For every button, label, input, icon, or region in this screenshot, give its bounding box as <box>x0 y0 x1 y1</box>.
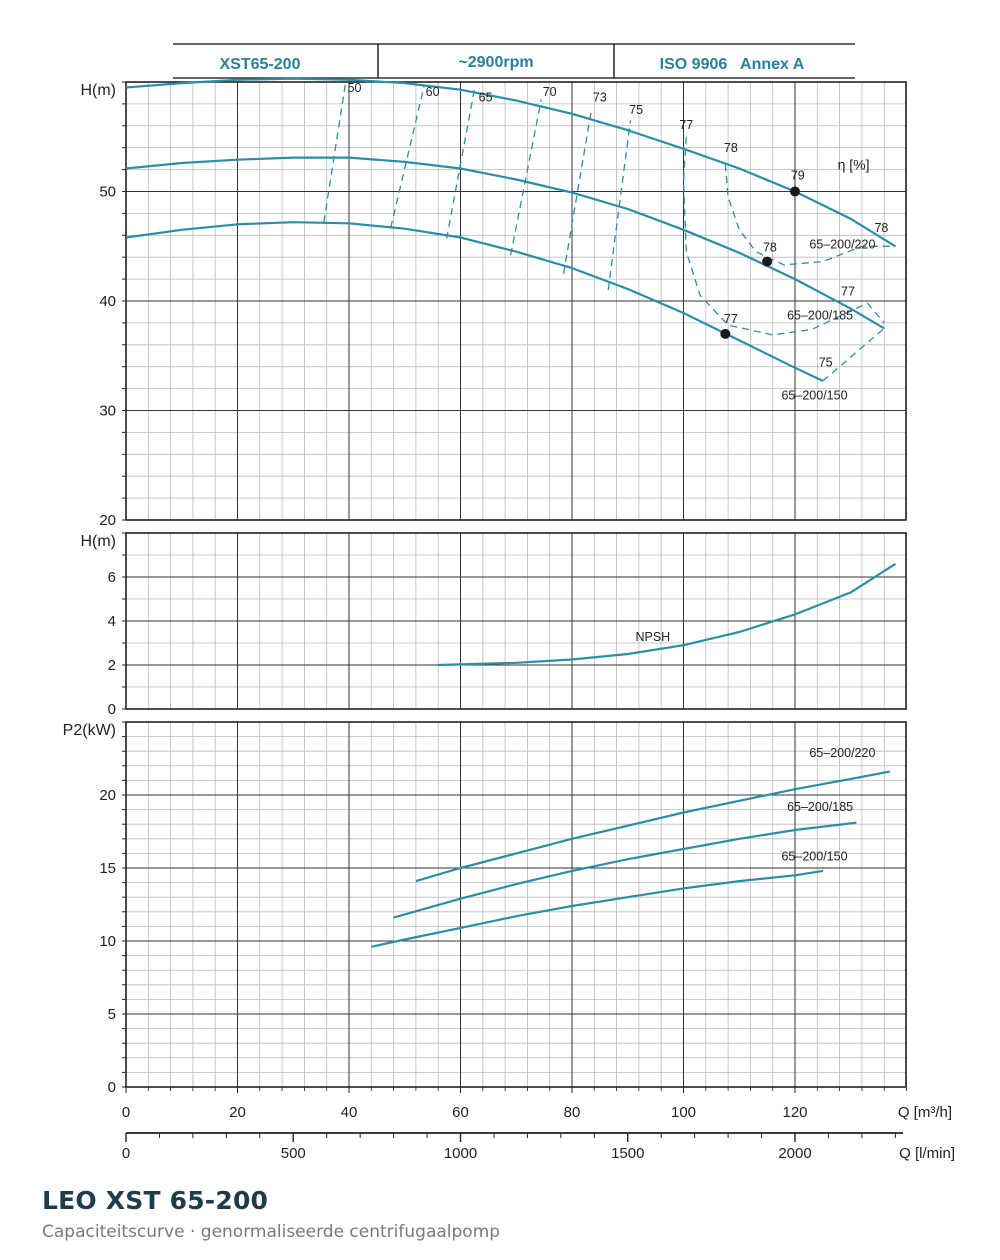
efficiency-label: 73 <box>593 91 607 105</box>
efficiency-label: 70 <box>543 85 557 99</box>
efficiency-unit-label: η [%] <box>838 157 870 173</box>
efficiency-label: 60 <box>426 85 440 99</box>
panel-head: 20 30 40 50 H(m) 50 60 65 70 73 75 77 78 79 78 78 77 77 75… <box>80 77 907 529</box>
y-tick-label: 0 <box>108 1079 116 1096</box>
x-axes: 0 20 40 60 80 100 120 Q [m³/h] 0 500 1000 1500 2000 Q… <box>122 1087 955 1162</box>
curve-power-65–200/185 <box>393 821 857 919</box>
efficiency-label: 78 <box>874 221 888 235</box>
efficiency-label: 79 <box>791 168 805 182</box>
curve-power-65–200/220 <box>415 770 891 883</box>
efficiency-label: 75 <box>819 356 833 370</box>
curve-label: 65–200/185 <box>787 800 853 814</box>
x-tick-label-lmin: 1500 <box>611 1145 644 1162</box>
efficiency-line-73 <box>562 109 593 274</box>
header-speed: ~2900rpm <box>458 54 533 71</box>
header-standard: ISO 9906 Annex A <box>660 56 805 73</box>
x-tick-label-lmin: 2000 <box>778 1145 811 1162</box>
curve-power-65–200/150 <box>371 869 824 948</box>
y-tick-label: 10 <box>99 933 116 950</box>
curve-head-65–200/150 <box>125 221 824 382</box>
y-tick-label: 20 <box>99 512 116 529</box>
y-tick-label: 50 <box>99 184 116 201</box>
efficiency-line-65 <box>445 89 476 239</box>
x-tick-label-m3h: 60 <box>452 1104 469 1121</box>
y-tick-label: 4 <box>108 613 116 630</box>
x-tick-label-m3h: 80 <box>564 1104 581 1121</box>
efficiency-label: 77 <box>679 118 693 132</box>
x-tick-label-lmin: 500 <box>281 1145 306 1162</box>
header-bar: XST65-200 ~2900rpm ISO 9906 Annex A <box>173 43 855 79</box>
efficiency-line-75 <box>607 120 632 291</box>
footer-subtitle: Capaciteitscurve · genormaliseerde centr… <box>42 1222 501 1242</box>
curve-label: 65–200/185 <box>787 309 853 323</box>
curve-head-65–200/185 <box>125 156 885 330</box>
header-model: XST65-200 <box>220 56 301 73</box>
efficiency-label: 65 <box>479 91 493 105</box>
efficiency-label: 78 <box>724 141 738 155</box>
efficiency-line-70 <box>510 99 542 256</box>
efficiency-label: 78 <box>763 241 777 255</box>
curve-head-65–200/220 <box>125 77 896 248</box>
y-axis-label: H(m) <box>80 533 116 550</box>
curve-label: 65–200/150 <box>781 389 847 403</box>
efficiency-label: 77 <box>841 285 855 299</box>
y-tick-label: 30 <box>99 403 116 420</box>
efficiency-line-77 <box>682 136 885 336</box>
x-tick-label-m3h: 0 <box>122 1104 130 1121</box>
x-tick-label-m3h: 120 <box>782 1104 807 1121</box>
x-tick-label-m3h: 100 <box>671 1104 696 1121</box>
y-tick-label: 5 <box>108 1006 116 1023</box>
best-efficiency-point <box>790 186 800 197</box>
x-tick-label-lmin: 1000 <box>444 1145 477 1162</box>
best-efficiency-point <box>720 328 731 339</box>
y-tick-label: 6 <box>108 569 116 586</box>
panel-npsh: 0 2 4 6 H(m) NPSH <box>80 532 907 718</box>
plot-frame <box>125 721 907 1088</box>
efficiency-label: 50 <box>348 81 362 95</box>
efficiency-line-50 <box>323 78 347 223</box>
curve-label: 65–200/220 <box>809 746 875 760</box>
y-tick-label: 20 <box>99 787 116 804</box>
panel-power: 0 5 10 15 20 P2(kW) 65–200/220 65–200/185 65–200… <box>63 721 907 1096</box>
efficiency-line-75 <box>822 327 885 382</box>
curve-label: 65–200/220 <box>809 237 875 251</box>
best-efficiency-point <box>762 256 773 267</box>
curve-npsh-NPSH <box>438 562 896 667</box>
x-tick-label-m3h: 20 <box>229 1104 246 1121</box>
y-tick-label: 0 <box>108 701 116 718</box>
y-axis-label: H(m) <box>80 82 116 99</box>
curve-label: NPSH <box>635 630 670 644</box>
curve-label: 65–200/150 <box>781 850 847 864</box>
y-tick-label: 40 <box>99 293 116 310</box>
x-tick-label-m3h: 40 <box>341 1104 358 1121</box>
x-axis-label-m3h: Q [m³/h] <box>898 1104 952 1121</box>
y-tick-label: 2 <box>108 657 116 674</box>
y-tick-label: 15 <box>99 860 116 877</box>
footer-title: LEO XST 65-200 <box>42 1186 269 1215</box>
efficiency-label: 75 <box>629 103 643 117</box>
efficiency-line-60 <box>390 85 425 228</box>
efficiency-label: 77 <box>724 312 738 326</box>
x-tick-label-lmin: 0 <box>122 1145 130 1162</box>
y-axis-label: P2(kW) <box>63 722 116 739</box>
x-axis-label-lmin: Q [l/min] <box>899 1145 955 1162</box>
